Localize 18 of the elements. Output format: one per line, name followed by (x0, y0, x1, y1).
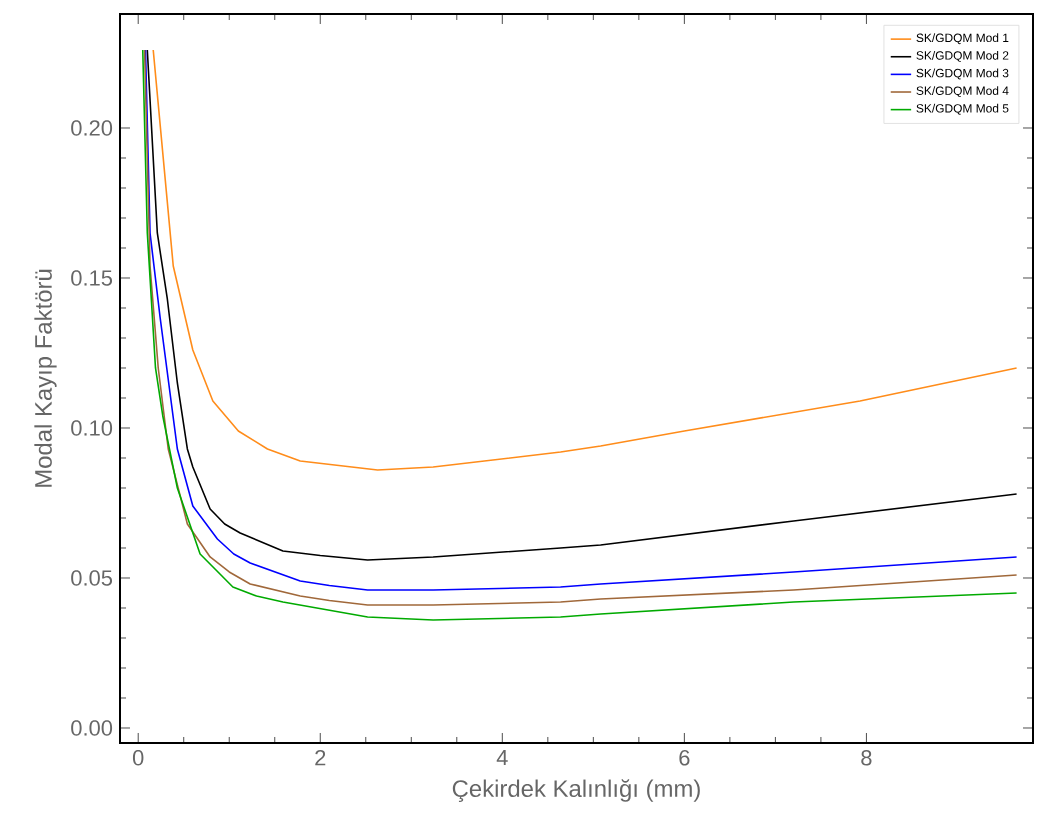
x-tick-label: 0 (132, 750, 144, 766)
y-tick-label: 0.10 (71, 420, 113, 436)
line-series (152, 49, 1018, 471)
y-tick-label: 0.15 (71, 270, 113, 286)
y-tick-label: 0.20 (71, 120, 113, 136)
x-tick-label: 4 (496, 750, 508, 766)
legend-label: SK/GDQM Mod 4 (916, 86, 1009, 98)
legend-label: SK/GDQM Mod 5 (916, 103, 1009, 115)
legend-label: SK/GDQM Mod 3 (916, 68, 1009, 80)
legend-label: SK/GDQM Mod 2 (916, 50, 1009, 62)
y-tick-label: 0.05 (71, 570, 113, 586)
x-axis-title: Çekirdek Kalınlığı (mm) (452, 779, 700, 802)
legend-label: SK/GDQM Mod 1 (916, 33, 1009, 45)
x-tick-label: 6 (679, 750, 690, 766)
x-tick-label: 2 (315, 750, 326, 766)
y-tick-label: 0.00 (71, 720, 113, 736)
x-tick-label: 8 (861, 750, 872, 766)
y-axis-title: Modal Kayıp Faktörü (34, 269, 57, 487)
